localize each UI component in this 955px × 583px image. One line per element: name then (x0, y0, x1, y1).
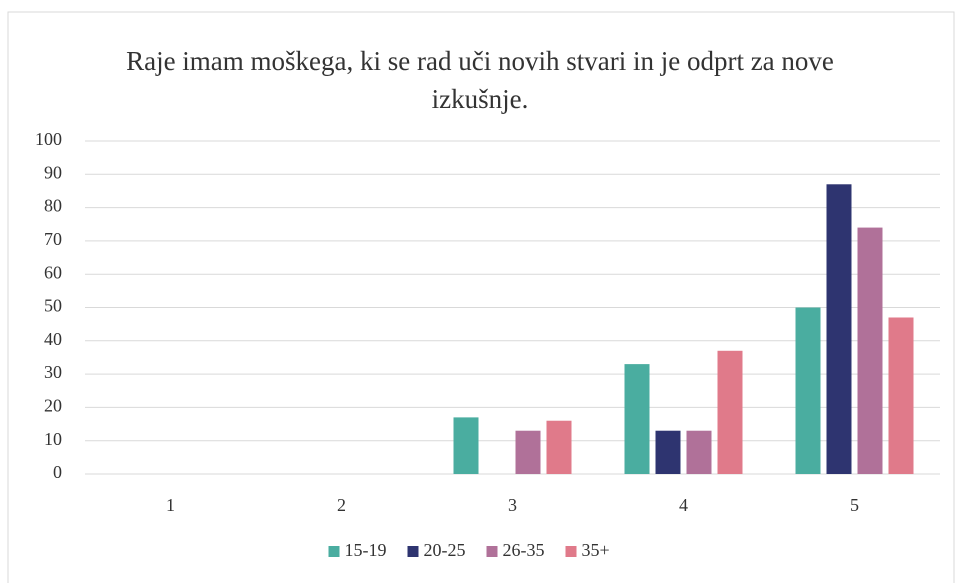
bar (453, 417, 479, 474)
legend-swatch (486, 546, 498, 557)
legend-label: 20-25 (424, 540, 466, 560)
bar (624, 364, 650, 474)
x-tick-label: 1 (166, 495, 175, 515)
bar (515, 430, 541, 474)
y-tick-label: 80 (44, 196, 62, 216)
x-tick-label: 4 (679, 495, 688, 515)
y-tick-label: 60 (44, 262, 62, 282)
bar (655, 430, 681, 474)
bar (717, 350, 743, 474)
bar (795, 307, 821, 474)
x-tick-label: 5 (850, 495, 859, 515)
legend-label: 26-35 (503, 540, 545, 560)
legend-label: 15-19 (345, 540, 387, 560)
x-tick-label: 2 (337, 495, 346, 515)
y-tick-label: 40 (44, 329, 62, 349)
legend-label: 35+ (582, 540, 610, 560)
y-tick-label: 20 (44, 396, 62, 416)
bar (826, 184, 852, 475)
bar (857, 227, 883, 474)
chart-title: Raje imam moškega, ki se rad uči novih s… (126, 46, 834, 114)
bar (546, 420, 572, 474)
legend-swatch (407, 546, 419, 557)
bar (686, 430, 712, 474)
y-tick-label: 50 (44, 296, 62, 316)
y-tick-label: 0 (53, 462, 62, 482)
chart-border (7, 11, 955, 583)
y-tick-label: 70 (44, 229, 62, 249)
legend-swatch (328, 546, 340, 557)
y-tick-label: 100 (35, 129, 62, 149)
bar (888, 317, 914, 474)
y-tick-label: 10 (44, 429, 62, 449)
y-tick-label: 30 (44, 362, 62, 382)
y-tick-label: 90 (44, 162, 62, 182)
legend-swatch (565, 546, 577, 557)
x-tick-label: 3 (508, 495, 517, 515)
